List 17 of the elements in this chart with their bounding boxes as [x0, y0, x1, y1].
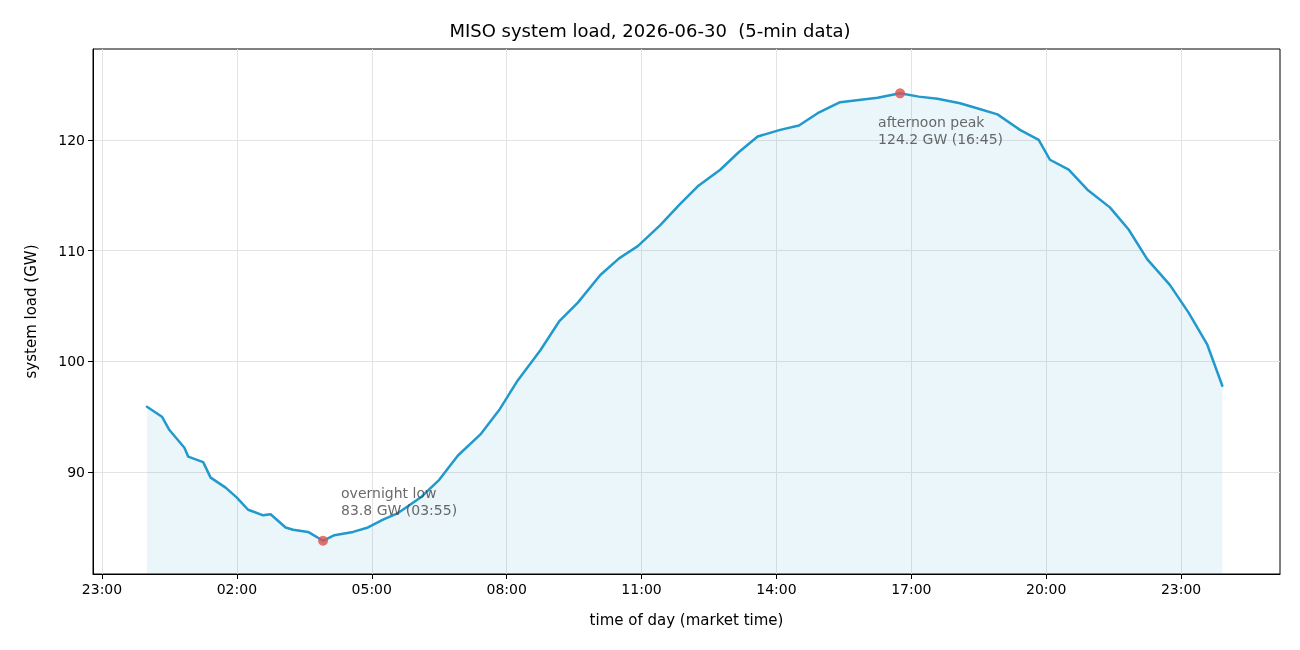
- chart-title: MISO system load, 2026-06-30 (5-min data): [449, 19, 851, 41]
- x-tick-label: 11:00: [621, 581, 662, 597]
- x-tick-label: 20:00: [1026, 581, 1067, 597]
- x-tick-label: 05:00: [351, 581, 392, 597]
- y-tick-label: 120: [58, 131, 85, 148]
- x-tick-label: 02:00: [216, 581, 258, 597]
- y-tick-label: 110: [58, 242, 85, 259]
- y-tick-label: 100: [58, 353, 85, 370]
- y-axis-title: system load (GW): [21, 244, 40, 379]
- x-tick-label: 23:00: [81, 581, 123, 597]
- y-tick-label: 90: [67, 464, 85, 481]
- x-tick-label: 17:00: [891, 581, 932, 597]
- annotation: afternoon peak 124.2 GW (16:45): [878, 113, 1004, 147]
- x-axis-title: time of day (market time): [589, 610, 784, 629]
- x-tick-label: 08:00: [486, 581, 527, 597]
- x-tick-label: 23:00: [1160, 581, 1202, 597]
- x-tick-label: 14:00: [756, 581, 797, 597]
